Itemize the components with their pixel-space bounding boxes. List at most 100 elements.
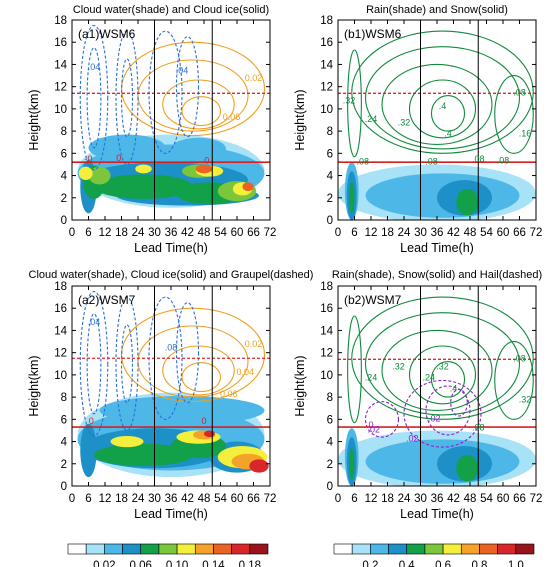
x-tick-label: 24 — [398, 493, 411, 505]
panel-label: (a2)WSM7 — [78, 293, 136, 307]
contour-line — [115, 296, 139, 431]
x-tick-label: 42 — [447, 493, 460, 505]
contour-label: .02 — [428, 414, 441, 424]
y-tick-label: 14 — [320, 59, 333, 71]
contour-label: .08 — [497, 155, 510, 165]
x-tick-label: 66 — [513, 493, 526, 505]
x-tick-label: 0 — [69, 227, 75, 239]
y-tick-label: 4 — [61, 437, 68, 449]
x-tick-label: 6 — [351, 493, 357, 505]
colorbar-swatch — [85, 543, 105, 555]
y-tick-label: 10 — [54, 370, 67, 382]
x-tick-label: 36 — [165, 493, 178, 505]
x-tick-label: 0 — [69, 493, 75, 505]
contour-line — [425, 385, 471, 436]
x-tick-label: 30 — [148, 227, 161, 239]
contour-label: 0 — [368, 420, 373, 430]
contour-line — [408, 345, 477, 405]
y-tick-label: 4 — [327, 437, 334, 449]
colorbar-tick-label: 0.06 — [130, 560, 152, 567]
contour-label: .08 — [472, 422, 485, 432]
contour-line — [175, 302, 200, 404]
colorbar-tick-label: 0.10 — [166, 560, 188, 567]
x-tick-label: 72 — [530, 493, 543, 505]
x-tick-label: 42 — [181, 227, 194, 239]
x-tick-label: 24 — [132, 493, 145, 505]
contour-label: .08 — [425, 156, 438, 166]
colorbar-swatch — [122, 543, 142, 555]
x-tick-label: 54 — [480, 227, 493, 239]
contour-label: .32 — [436, 361, 449, 371]
contour-label: 0 — [116, 153, 121, 163]
contour-label: .04 — [88, 317, 101, 327]
colorbar-tick-label: 0.02 — [93, 560, 115, 567]
contour-label: .08 — [513, 88, 526, 98]
x-axis-label: Lead Time(h) — [400, 241, 474, 255]
contour-line — [86, 47, 102, 149]
x-tick-label: 48 — [464, 227, 477, 239]
y-tick-label: 8 — [327, 392, 333, 404]
contour-label: 0.06 — [220, 389, 238, 399]
contour-line — [175, 36, 200, 138]
panel-title: Rain(shade) and Snow(solid) — [366, 4, 508, 16]
y-tick-label: 16 — [54, 303, 67, 315]
x-tick-label: 36 — [165, 227, 178, 239]
y-tick-label: 0 — [61, 215, 67, 227]
x-tick-label: 60 — [231, 493, 244, 505]
x-tick-label: 6 — [85, 493, 91, 505]
contour-line — [351, 296, 534, 420]
shade-region — [88, 166, 111, 185]
shade-region — [94, 174, 193, 199]
colorbar-swatch — [194, 543, 214, 555]
colorbar-swatch — [497, 543, 517, 555]
contour-label: .24 — [365, 114, 378, 124]
colorbar-tick-label: 1.0 — [508, 560, 524, 567]
x-tick-label: 54 — [214, 227, 227, 239]
contour-label: -0 — [84, 154, 92, 164]
contour-line — [494, 75, 534, 154]
shade-layer — [338, 428, 536, 486]
contour-line — [403, 379, 482, 448]
x-tick-label: 36 — [431, 493, 444, 505]
colorbar-swatch — [515, 543, 535, 555]
contour-line — [181, 362, 222, 393]
contour-line — [351, 30, 534, 154]
shade-region — [195, 164, 213, 174]
y-tick-label: 8 — [61, 392, 67, 404]
x-tick-label: 18 — [115, 493, 128, 505]
colorbar-tick-label: 0.8 — [471, 560, 487, 567]
contour-layer — [72, 291, 270, 437]
contour-line — [364, 401, 400, 438]
shade-region — [349, 448, 355, 480]
colorbar-tick-label: 0.4 — [399, 560, 416, 567]
x-tick-label: 42 — [181, 493, 194, 505]
panel-a2: Cloud water(shade), Cloud ice(solid) and… — [27, 269, 313, 521]
y-tick-label: 6 — [61, 148, 67, 160]
x-tick-label: 30 — [414, 227, 427, 239]
contour-label: .32 — [343, 95, 356, 105]
colorbar-swatch — [460, 543, 480, 555]
x-tick-label: 48 — [198, 227, 211, 239]
contour-line — [79, 25, 109, 171]
x-tick-label: 12 — [99, 227, 112, 239]
panel-a1: Cloud water(shade) and Cloud ice(solid) 0… — [27, 4, 276, 255]
colorbar-swatch — [231, 543, 251, 555]
contour-label: .08 — [513, 354, 526, 364]
contour-layer — [338, 30, 536, 164]
y-tick-label: 10 — [54, 104, 67, 116]
x-tick-label: 24 — [132, 227, 145, 239]
contour-line — [162, 345, 235, 396]
x-tick-label: 66 — [247, 493, 260, 505]
shade-region — [171, 137, 226, 160]
colorbar-tick-label: 0.2 — [362, 560, 378, 567]
shade-region — [110, 436, 144, 448]
x-tick-label: 60 — [497, 493, 510, 505]
contour-label: .16 — [519, 129, 532, 139]
x-tick-label: 6 — [85, 227, 91, 239]
x-tick-label: 30 — [414, 493, 427, 505]
colorbar-swatch — [140, 543, 160, 555]
colorbar-swatch — [176, 543, 196, 555]
y-tick-label: 10 — [320, 104, 333, 116]
y-tick-label: 16 — [54, 37, 67, 49]
shade-region — [99, 396, 265, 425]
